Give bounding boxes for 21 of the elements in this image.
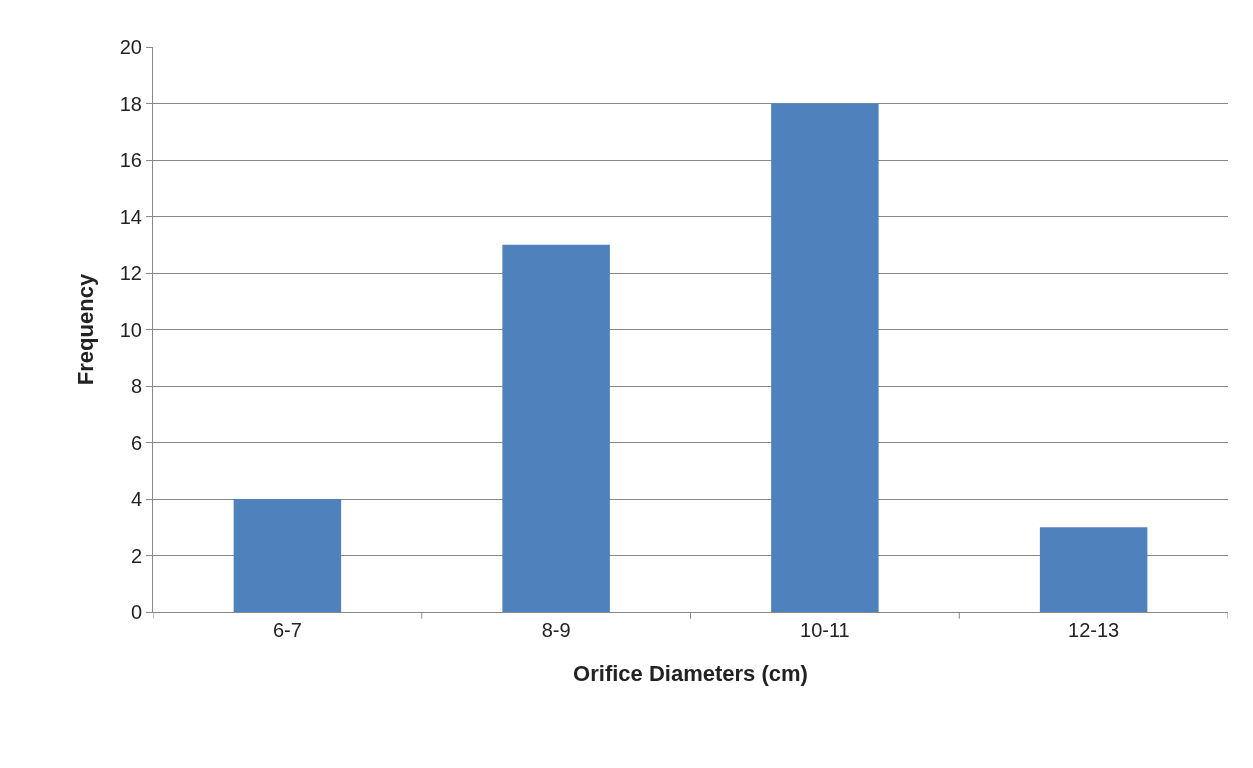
y-tick-label: 12: [119, 262, 142, 284]
x-tick-label: 10-11: [800, 619, 850, 641]
y-tick-label: 16: [119, 149, 142, 171]
y-tick-label: 0: [130, 601, 142, 623]
bar: [771, 103, 879, 612]
bar: [502, 244, 610, 612]
y-tick-label: 4: [130, 488, 142, 510]
y-tick-label: 18: [119, 92, 142, 115]
y-tick-label: 20: [119, 36, 142, 58]
y-tick-label: 14: [119, 205, 142, 228]
x-axis-title: Orifice Diameters (cm): [573, 660, 808, 686]
y-axis-title: Frequency: [72, 273, 98, 386]
y-tick-label: 2: [130, 544, 142, 567]
y-tick-label: 8: [130, 375, 142, 397]
x-tick-label: 8-9: [541, 619, 571, 641]
y-tick-label: 6: [130, 431, 142, 454]
y-tick-label: 10: [119, 318, 142, 341]
x-tick-label: 6-7: [272, 619, 302, 641]
x-tick-label: 12-13: [1068, 619, 1120, 641]
bar: [233, 499, 342, 612]
bar: [1039, 527, 1148, 612]
